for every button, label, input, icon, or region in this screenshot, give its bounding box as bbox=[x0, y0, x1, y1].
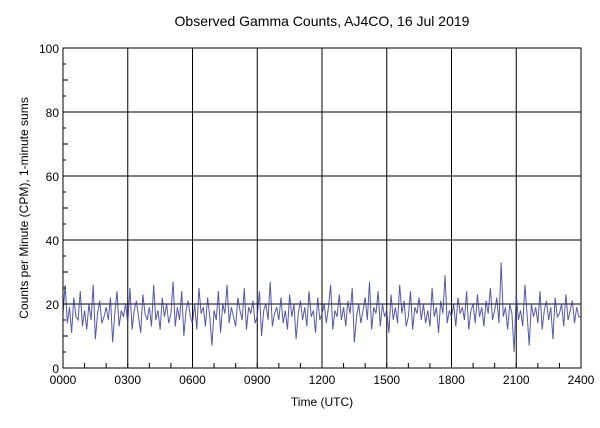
series-cpm bbox=[62, 262, 581, 353]
x-tick-label: 0900 bbox=[244, 373, 271, 387]
axis-ticks bbox=[62, 47, 582, 369]
x-tick-label: 0600 bbox=[179, 373, 206, 387]
chart-title: Observed Gamma Counts, AJ4CO, 16 Jul 201… bbox=[175, 13, 470, 29]
cpm-line bbox=[62, 262, 581, 353]
y-tick-label: 80 bbox=[46, 106, 60, 120]
y-tick-label: 60 bbox=[46, 170, 60, 184]
y-tick-label: 100 bbox=[39, 42, 59, 56]
x-tick-label: 1500 bbox=[373, 373, 400, 387]
x-tick-labels: 0000 0300 0600 0900 1200 1500 1800 2100 2400 bbox=[50, 373, 595, 387]
x-tick-label: 0300 bbox=[114, 373, 141, 387]
y-axis-label: Counts per Minute (CPM), 1-minute sums bbox=[17, 97, 31, 318]
x-tick-label: 1800 bbox=[438, 373, 465, 387]
grid-lines bbox=[63, 48, 581, 368]
x-tick-label: 0000 bbox=[50, 373, 77, 387]
y-tick-label: 20 bbox=[46, 298, 60, 312]
y-tick-labels: 0 20 40 60 80 100 bbox=[39, 42, 59, 376]
y-tick-label: 0 bbox=[52, 362, 59, 376]
x-axis-label: Time (UTC) bbox=[291, 395, 353, 409]
y-tick-label: 40 bbox=[46, 234, 60, 248]
x-tick-label: 2400 bbox=[568, 373, 595, 387]
x-tick-label: 2100 bbox=[503, 373, 530, 387]
x-tick-label: 1200 bbox=[309, 373, 336, 387]
